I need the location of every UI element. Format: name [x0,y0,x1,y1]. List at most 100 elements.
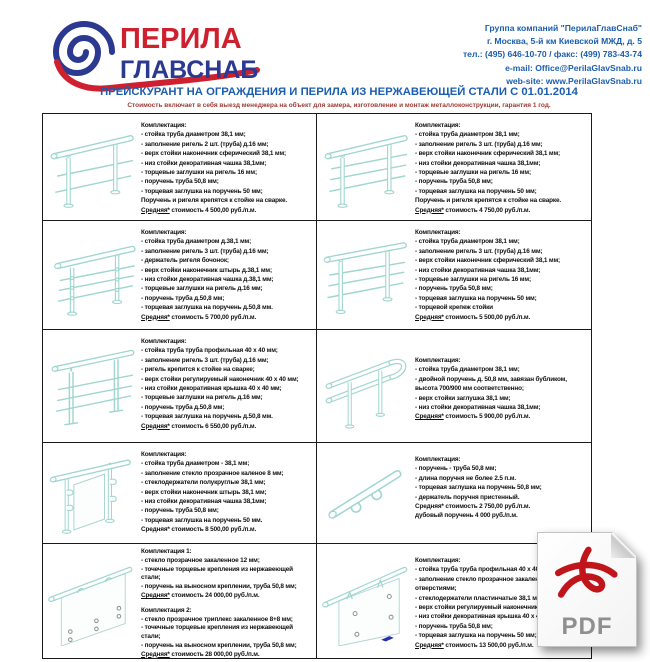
kit-title: Комплектация 2: [141,606,192,614]
spec-line: - верх стойки наконечник штырь 38,1 мм; [141,488,267,496]
spec-line: - держатель ригеля бочонок; [141,257,229,265]
spec-line: - поручень труба 50,8 мм; [141,178,219,186]
price-line: Средняя* стоимость 24 000,00 руб./п.м. [141,591,260,599]
product-cell: Комплектация: - стойка труба диаметром 38… [317,330,591,443]
spec-line: - низ стойки декоративная чашка 38,1мм; [415,266,541,274]
contact-website[interactable]: web-site: www.PerilaGlavSnab.ru [506,75,642,86]
price-line: Средняя* стоимость 4 500,00 руб./п.м. [141,206,257,214]
spec-line: - точечные торцевые крепления из нержаве… [141,565,293,582]
product-specs: Комплектация: - стойка труба диаметром д.… [139,221,316,329]
company-logo: ПЕРИЛА ГЛАВСНАБ [50,12,265,94]
spec-line: - торцевые заглушки на ригель 16 мм; [141,169,257,177]
kit-title: Комплектация: [415,357,461,364]
product-specs: Комплектация: - стойка труба диаметром 38… [139,114,316,220]
product-cell: Комплектация: - стойка труба диаметром 38… [43,114,317,221]
kit-title: Комплектация: [141,451,187,458]
spec-line: - заполнение ригель 3 шт. (труба) д.16 м… [141,356,269,364]
contact-email[interactable]: e-mail: Office@PerilaGlavSnab.ru [505,62,642,73]
pdf-file-icon[interactable]: PDF [537,532,637,647]
product-illustration [317,221,413,329]
product-specs: Комплектация: - стойка труба диаметром - … [139,443,316,543]
spec-line: - поручень труба 50,8 мм; [415,285,493,293]
contact-company: Группа компаний "ПерилаГлавСнаб" [484,23,642,33]
spec-line: - поручень труба д.50,8 мм; [141,403,225,411]
spec-line: - верх стойки регулируемый наконечник 40… [141,375,299,383]
spec-line: - стекло прозрачное закаленное 12 мм; [141,556,260,564]
spiral-logo-icon: ПЕРИЛА ГЛАВСНАБ [52,21,260,92]
kit-title: Комплектация: [415,229,461,236]
spec-line: - ригель крепится к стойке на сварке; [141,366,255,374]
product-illustration [43,330,139,442]
kit-title: Комплектация: [141,338,187,345]
spec-line: - заполнение ригель 3 шт. (труба) д.16 м… [141,247,269,255]
spec-line: Поручень и ригеля крепятся к стойке на с… [415,197,561,205]
glass-plate-holders-drawing [322,566,408,646]
spec-line: - стойка труба диаметром 38,1 мм; [141,131,246,139]
spec-line: - двойной поручень д. 50,8 мм, завязан б… [415,375,567,393]
product-specs: Комплектация: - стойка труба труба профил… [139,330,316,442]
product-specs: Комплектация: - поручень - труба 50,8 мм;… [413,443,591,543]
kit-title: Комплектация: [415,122,461,129]
spec-line: - верх стойки наконечник сферический 38,… [415,150,561,158]
spec-line: - поручень на выносном креплении, труба … [141,641,297,649]
price-line: дубовый поручень 4 000 руб./п.м. [415,512,518,520]
spec-line: Поручень и ригеля крепятся к стойке на с… [141,197,287,205]
spec-line: - низ стойки декоративная чашка д.38,1 м… [141,276,274,284]
price-line: Средняя* стоимость 8 500,00 руб./п.м. [141,526,257,534]
product-illustration [317,544,413,658]
spec-line: - торцевая заглушка на поручень 50 мм. [141,516,263,524]
product-cell: Комплектация: - стойка труба диаметром 38… [317,114,591,221]
product-illustration [317,114,413,220]
spec-line: - стойка труба диаметром - 38,1 мм; [141,460,250,468]
kit-title: Комплектация: [141,122,187,129]
product-cell: Комплектация: - стойка труба диаметром 38… [317,221,591,330]
wall-handrail-drawing [328,470,402,519]
pdf-page-shape: PDF [537,532,637,647]
spec-line: - верх стойки наконечник штырь д.38,1 мм… [141,266,272,274]
spec-line: - низ стойки декоративная чашка 38,1мм; [141,159,267,167]
product-illustration [43,544,139,658]
spec-line: - стеклодержатели пластинчатые 38,1 мм; [415,594,544,602]
glass-railing-drawing [49,459,131,534]
price-line: Средняя* стоимость 5 900,00 руб./п.м. [415,413,531,421]
spec-line: - торцевая заглушка на поручень 50 мм; [141,187,263,195]
product-illustration [317,330,413,442]
kit-title: Комплектация: [415,557,461,564]
spec-line: - верх стойки наконечник сферический 38,… [415,257,561,265]
spec-line: - торцевая заглушка на поручень 50 мм; [415,187,537,195]
page-subtitle: Стоимость включает в себя выезд менеджер… [127,102,551,109]
spec-line: - низ стойки декоративная чашка 38,1мм; [415,404,541,412]
product-illustration [317,443,413,543]
spec-line: - низ стойки декоративная крышка 40 х 40… [415,613,556,621]
spec-line: - торцевые заглушки на ригель д.16 мм; [141,285,263,293]
logo-word-perila: ПЕРИЛА [120,23,242,55]
product-illustration [43,443,139,543]
product-cell: Комплектация: - поручень - труба 50,8 мм;… [317,443,591,544]
spec-line: - торцевая заглушка на поручень 50 мм; [415,294,537,302]
spec-line: - держатель поручня пристенный. [415,493,520,501]
product-illustration [43,221,139,329]
spec-line: - торцевая заглушка на поручень 50 мм; [415,632,537,640]
railing-two-rails-drawing [50,135,134,208]
spec-line: - стойка труба диаметром 38,1 мм; [415,366,520,374]
price-line: Средняя* стоимость 2 750,00 руб./п.м. [415,503,531,511]
product-specs: Комплектация: - стойка труба труба профил… [413,544,591,658]
double-handrail-loop-drawing [325,358,407,429]
railing-three-rails-drawing [324,135,408,208]
price-line: Средняя* стоимость 13 500,00 руб./п.м. [415,641,534,649]
spec-line: - низ стойки декоративная чашка 38,1мм; [415,159,541,167]
spec-line: - стойка труба труба профильная 40 х 40 … [415,566,552,574]
spec-line: - торцевая заглушка на поручень д.50,8 м… [141,304,273,312]
pdf-label: PDF [561,613,613,640]
spec-line: - заполнение стекло прозрачное закаленно… [415,575,555,593]
product-cell: Комплектация: - стойка труба диаметром д.… [43,221,317,330]
product-specs: Комплектация 1: - стекло прозрачное закал… [139,544,316,658]
price-line: Средняя* стоимость 4 750,00 руб./п.м. [415,206,531,214]
kit-title: Комплектация: [141,229,187,236]
spec-line: - торцевая заглушка на поручень 50,8 мм; [415,484,542,492]
kit-title: Комплектация 1: [141,548,192,555]
page-title: ПРЕЙСКУРАНТ НА ОГРАЖДЕНИЯ И ПЕРИЛА ИЗ НЕ… [100,86,578,98]
price-line: Средняя* стоимость 5 500,00 руб./п.м. [415,313,531,321]
price-line: Средняя* стоимость 28 000,00 руб./п.м. [141,650,260,658]
spec-line: - поручень труба 50,8 мм; [415,622,493,630]
